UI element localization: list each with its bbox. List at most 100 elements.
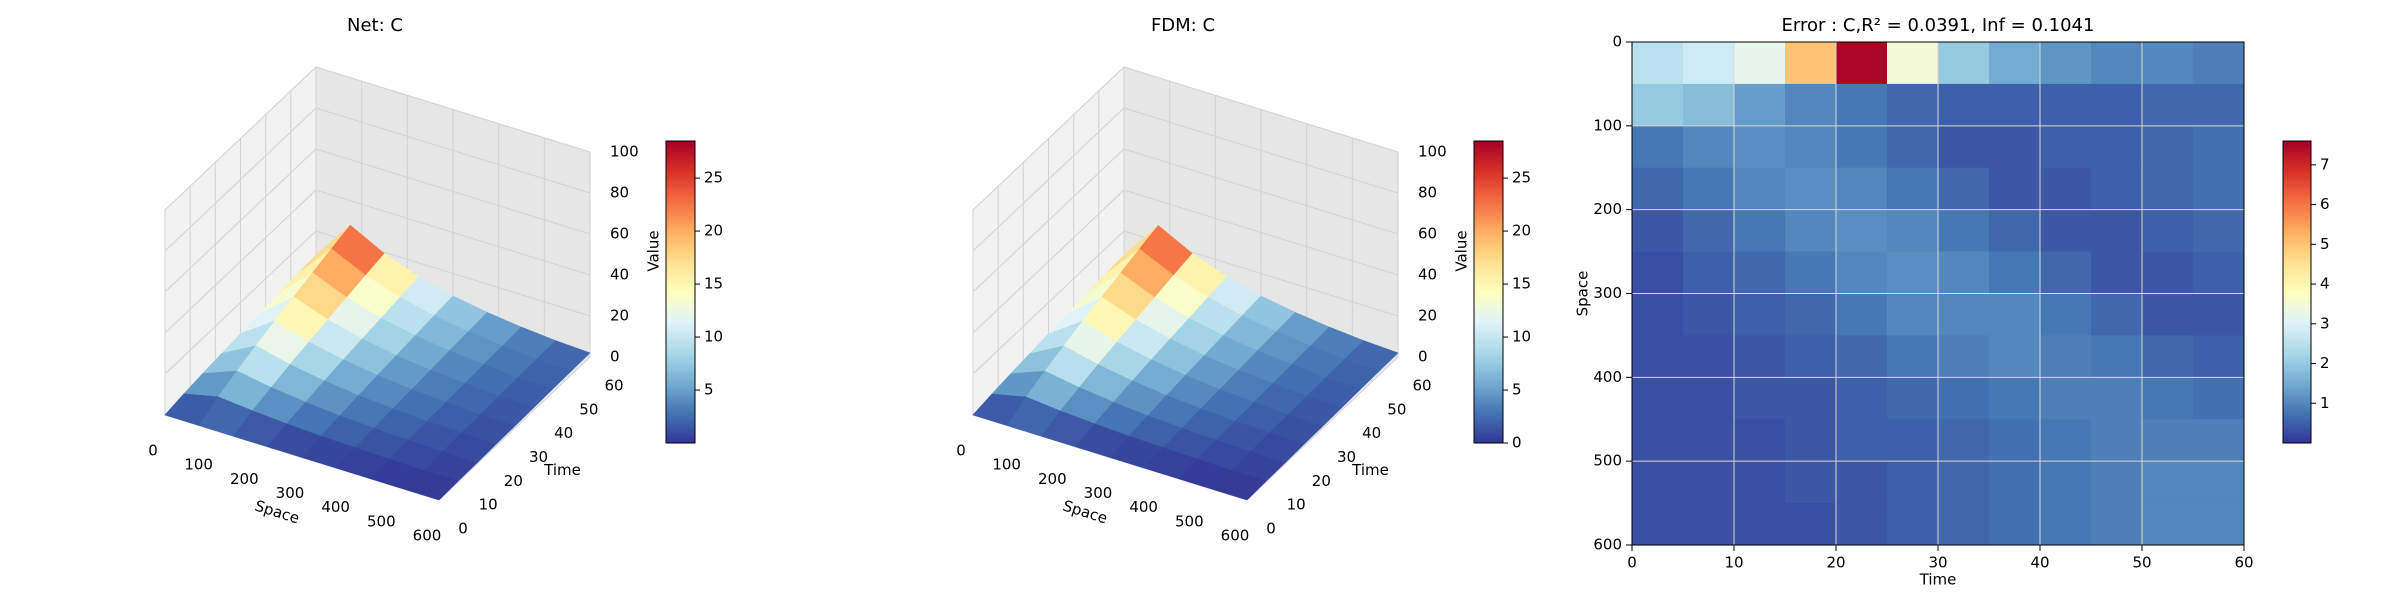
heatmap-cell bbox=[1938, 83, 1990, 127]
y-tick-label: 100 bbox=[1593, 116, 1622, 134]
heatmap-cell bbox=[1938, 461, 1990, 504]
y-tick-label: 20 bbox=[1312, 472, 1331, 490]
grid-line bbox=[164, 189, 317, 334]
grid-line bbox=[164, 148, 317, 293]
grid-line bbox=[1123, 66, 1399, 153]
surface-patch bbox=[1212, 470, 1267, 501]
heatmap-cell bbox=[1989, 167, 2041, 211]
y-tick-label: 40 bbox=[1362, 424, 1381, 442]
heatmap-cell bbox=[1734, 293, 1786, 336]
heatmap-cell bbox=[1683, 293, 1735, 336]
heatmap-cell bbox=[1836, 125, 1888, 169]
heatmap-cell bbox=[2142, 125, 2194, 169]
heatmap-cell bbox=[1938, 419, 1990, 462]
colorbar bbox=[2282, 140, 2312, 444]
heatmap-cell bbox=[1989, 293, 2041, 336]
colorbar-tick-label: 2 bbox=[2320, 354, 2330, 372]
x-tick-label: 0 bbox=[956, 442, 966, 460]
z-tick-label: 100 bbox=[1418, 143, 1447, 161]
heatmap-cell bbox=[2040, 125, 2092, 169]
heatmap-cell bbox=[1989, 251, 2041, 294]
heatmap-cell bbox=[2040, 377, 2092, 420]
heatmap-cell bbox=[1938, 293, 1990, 336]
x-tick-label: 500 bbox=[1175, 512, 1204, 530]
grid-line bbox=[1123, 189, 1399, 276]
y-tick-label: 20 bbox=[504, 472, 523, 490]
x-axis-label: Time bbox=[1919, 571, 1957, 589]
colorbar-tick-label: 6 bbox=[2320, 195, 2330, 213]
heatmap-cell bbox=[2193, 503, 2245, 546]
heatmap-cell bbox=[2193, 377, 2245, 420]
heatmap-cell bbox=[1785, 377, 1837, 420]
colorbar-tick-label: 3 bbox=[2320, 314, 2330, 332]
heatmap-cell bbox=[1887, 503, 1939, 546]
heatmap-cell bbox=[1938, 125, 1990, 169]
heatmap-cell bbox=[1683, 209, 1735, 253]
z-tick-label: 80 bbox=[1418, 184, 1437, 202]
heatmap-cell bbox=[1632, 419, 1684, 462]
heatmap-cell bbox=[1632, 83, 1684, 127]
heatmap-cell bbox=[1887, 167, 1939, 211]
heatmap-cell bbox=[2091, 335, 2143, 378]
heatmap-cell bbox=[2040, 167, 2092, 211]
surface-patch bbox=[404, 470, 459, 501]
y-tick-label: 60 bbox=[604, 377, 623, 395]
heatmap-cell bbox=[2193, 42, 2245, 85]
heatmap-cell bbox=[1683, 125, 1735, 169]
heatmap-cell bbox=[1836, 503, 1888, 546]
heatmap-cell bbox=[1785, 461, 1837, 504]
heatmap-cell bbox=[1632, 125, 1684, 169]
y-tick-label: 600 bbox=[1593, 536, 1622, 554]
heatmap-cell bbox=[1938, 209, 1990, 253]
z-tick-label: 100 bbox=[610, 143, 639, 161]
heatmap-cell bbox=[1683, 461, 1735, 504]
colorbar-tick-label: 15 bbox=[1512, 275, 1531, 293]
heatmap-cell bbox=[1734, 419, 1786, 462]
heatmap-cell bbox=[1683, 419, 1735, 462]
heatmap-cell bbox=[1734, 209, 1786, 253]
y-axis-label: Time bbox=[543, 461, 581, 479]
heatmap-cell bbox=[1734, 125, 1786, 169]
chart-title: Net: C bbox=[347, 15, 403, 36]
colorbar-tick-label: 5 bbox=[2320, 235, 2330, 253]
heatmap-cell bbox=[2040, 83, 2092, 127]
x-tick-label: 40 bbox=[2030, 554, 2049, 572]
heatmap-cell bbox=[2142, 167, 2194, 211]
heatmap-cell bbox=[2040, 42, 2092, 85]
colorbar-tick-label: 15 bbox=[704, 275, 723, 293]
heatmap-cell bbox=[2040, 461, 2092, 504]
heatmap-cell bbox=[1785, 293, 1837, 336]
heatmap-cell bbox=[2142, 42, 2194, 85]
heatmap-cell bbox=[2142, 209, 2194, 253]
heatmap-cell bbox=[2040, 251, 2092, 294]
x-tick-label: 300 bbox=[276, 484, 305, 502]
heatmap-cell bbox=[2040, 335, 2092, 378]
heatmap-cell bbox=[1836, 251, 1888, 294]
heatmap-cell bbox=[2040, 419, 2092, 462]
z-tick-label: 80 bbox=[610, 184, 629, 202]
colorbar-tick-label: 5 bbox=[1512, 381, 1522, 399]
grid-line bbox=[315, 107, 591, 194]
x-tick-label: 200 bbox=[1038, 470, 1067, 488]
chart-title: FDM: C bbox=[1151, 15, 1215, 36]
heatmap-cell bbox=[1989, 125, 2041, 169]
y-tick-label: 50 bbox=[579, 400, 598, 418]
heatmap-cell bbox=[1632, 251, 1684, 294]
heatmap-cell bbox=[1785, 251, 1837, 294]
heatmap-cell bbox=[1785, 167, 1837, 211]
heatmap-cell bbox=[2142, 377, 2194, 420]
colorbar-tick-label: 20 bbox=[1512, 222, 1531, 240]
colorbar-tick-label: 0 bbox=[1512, 434, 1522, 452]
heatmap-cell bbox=[2142, 335, 2194, 378]
heatmap-cell bbox=[1938, 167, 1990, 211]
x-tick-label: 10 bbox=[1724, 554, 1743, 572]
heatmap-cell bbox=[1887, 251, 1939, 294]
heatmap-cell bbox=[2091, 83, 2143, 127]
heatmap-cell bbox=[2091, 377, 2143, 420]
x-tick-label: 600 bbox=[1221, 527, 1250, 545]
grid-line bbox=[1123, 107, 1399, 194]
heatmap-cell bbox=[2091, 167, 2143, 211]
heatmap-cell bbox=[1989, 419, 2041, 462]
y-axis-label: Space bbox=[1574, 271, 1592, 317]
heatmap-cell bbox=[1632, 503, 1684, 546]
